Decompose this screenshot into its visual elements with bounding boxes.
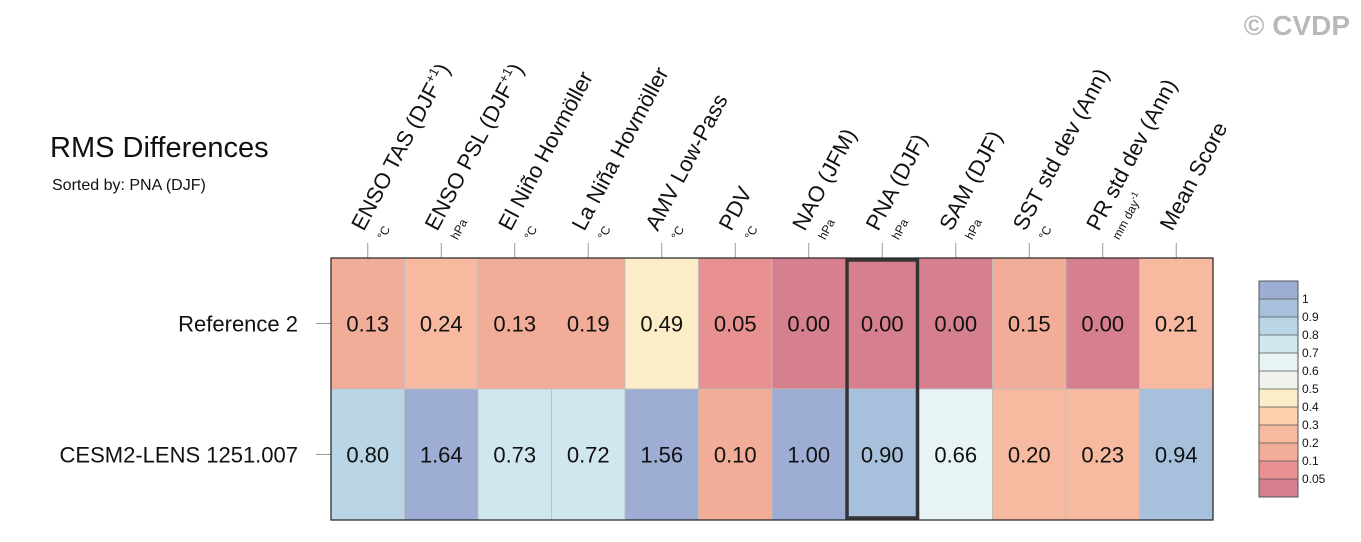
column-header: PNA (DJF)hPa: [861, 130, 932, 242]
cell-value-label: 0.24: [420, 312, 463, 337]
legend-swatch: [1259, 407, 1298, 425]
legend-label: 0.7: [1302, 346, 1319, 360]
sorted-column-highlight: [845, 258, 920, 520]
legend-label: 0.5: [1302, 382, 1319, 396]
cell-value-label: 0.73: [493, 443, 536, 468]
column-header-unit: °C: [521, 223, 540, 242]
heatmap-cells: 0.13 0.24 0.13 0.19 0.49 0.05 0.00 0.00 0.00 0.15…: [330, 257, 1214, 521]
column-header-label: Mean Score: [1155, 118, 1233, 234]
heatmap-cell: [624, 257, 699, 390]
heatmap-cell: [1139, 388, 1214, 521]
column-header: ENSO TAS (DJF+1)°C: [346, 59, 455, 242]
watermark: © CVDP: [1244, 10, 1350, 41]
row-label: CESM2-LENS 1251.007: [60, 443, 298, 468]
legend-label: 1: [1302, 292, 1309, 306]
heatmap-cell: [330, 388, 405, 521]
cell-value-label: 0.00: [787, 312, 830, 337]
legend-label: 0.3: [1302, 418, 1319, 432]
cell-value-label: 0.00: [1081, 312, 1124, 337]
column-header: SST std dev (Ann)°C: [1008, 64, 1114, 242]
cell-value-label: 1.56: [640, 443, 683, 468]
column-headers: ENSO TAS (DJF+1)°C ENSO PSL (DJF+1)hPa El …: [346, 59, 1233, 242]
column-header-unit: °C: [1036, 223, 1055, 242]
cell-value-label: 0.80: [346, 443, 389, 468]
heatmap-cell: [330, 257, 405, 390]
cell-value-label: 0.20: [1008, 443, 1051, 468]
grid-border: [330, 257, 1214, 521]
legend-swatch: [1259, 299, 1298, 317]
cell-value-label: 1.64: [420, 443, 463, 468]
cell-value-label: 0.90: [861, 443, 904, 468]
cell-value-label: 0.94: [1155, 443, 1198, 468]
legend-label: 0.1: [1302, 454, 1319, 468]
cell-value-label: 0.10: [714, 443, 757, 468]
legend-label: 0.6: [1302, 364, 1319, 378]
legend-swatch: [1259, 281, 1298, 299]
chart-subtitle: Sorted by: PNA (DJF): [52, 177, 206, 194]
legend-swatch: [1259, 461, 1298, 479]
column-header-unit: °C: [742, 223, 761, 242]
column-header: PDV°C: [714, 182, 761, 242]
column-header-unit: °C: [668, 223, 687, 242]
column-ticks: [367, 243, 1177, 258]
heatmap-cell: [404, 388, 479, 521]
cell-value-label: 0.49: [640, 312, 683, 337]
cell-value-label: 0.13: [346, 312, 389, 337]
column-header: Mean Score: [1155, 118, 1233, 234]
cell-value-label: 0.23: [1081, 443, 1124, 468]
legend-label: 0.8: [1302, 328, 1319, 342]
column-header-unit: °C: [374, 223, 393, 242]
cell-value-label: 0.05: [714, 312, 757, 337]
color-legend: 1 0.9 0.8 0.7 0.6 0.5 0.4 0.3 0.2 0.1 0.05: [1258, 280, 1326, 498]
row-labels: Reference 2 CESM2-LENS 1251.007: [60, 312, 331, 468]
legend-swatch: [1259, 479, 1298, 497]
legend-swatch: [1259, 371, 1298, 389]
cell-value-label: 0.00: [861, 312, 904, 337]
legend-swatch: [1259, 317, 1298, 335]
cell-value-label: 0.66: [934, 443, 977, 468]
heatmap-cell: [1065, 388, 1140, 521]
row-label: Reference 2: [178, 312, 298, 337]
legend-label: 0.4: [1302, 400, 1319, 414]
cell-value-label: 0.19: [567, 312, 610, 337]
heatmap-cell: [477, 257, 552, 390]
legend-swatch: [1259, 389, 1298, 407]
column-header: ENSO PSL (DJF+1)hPa: [420, 59, 529, 242]
heatmap-cell: [404, 257, 479, 390]
column-header: SAM (DJF)hPa: [934, 127, 1007, 242]
chart-title: RMS Differences: [50, 132, 269, 164]
legend-label: 0.9: [1302, 310, 1319, 324]
cell-value-label: 0.15: [1008, 312, 1051, 337]
cell-value-label: 0.00: [934, 312, 977, 337]
cell-value-label: 1.00: [787, 443, 830, 468]
legend-label: 0.2: [1302, 436, 1319, 450]
legend-swatch: [1259, 335, 1298, 353]
heatmap-cell: [477, 388, 552, 521]
heatmap-cell: [698, 257, 773, 390]
heatmap-cell: [992, 388, 1067, 521]
cell-value-label: 0.72: [567, 443, 610, 468]
legend-swatch: [1259, 353, 1298, 371]
column-header-unit: hPa: [962, 216, 985, 242]
legend-swatch: [1259, 425, 1298, 443]
heatmap-cell: [771, 257, 846, 390]
column-header-label: PNA (DJF): [861, 130, 932, 235]
column-header-unit: hPa: [889, 216, 912, 242]
column-header-unit: hPa: [815, 216, 838, 242]
legend-label: 0.05: [1302, 472, 1326, 486]
cell-value-label: 0.13: [493, 312, 536, 337]
heatmap-cell: [918, 257, 993, 390]
column-header-unit: hPa: [448, 216, 471, 242]
heatmap-cell: [918, 388, 993, 521]
cell-value-label: 0.21: [1155, 312, 1198, 337]
heatmap-cell: [551, 257, 626, 390]
column-header-unit: °C: [595, 223, 614, 242]
heatmap-cell: [1065, 257, 1140, 390]
heatmap-cell: [624, 388, 699, 521]
legend-swatch: [1259, 443, 1298, 461]
